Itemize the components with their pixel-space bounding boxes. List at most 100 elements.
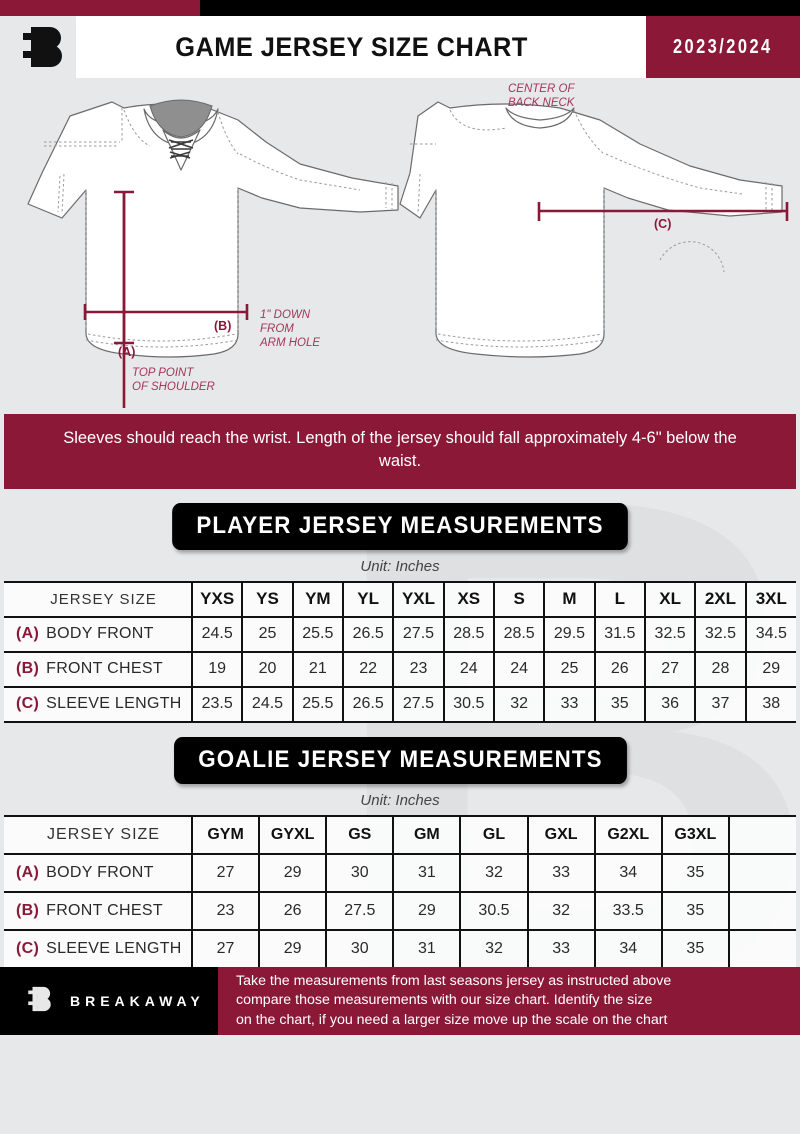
size-header-GYXL: GYXL — [258, 815, 327, 854]
jersey-diagram: .jo { fill:#ffffff; stroke:#6b6b6b; stro… — [0, 78, 800, 408]
size-header-XL: XL — [643, 581, 696, 617]
row-code: (B) — [16, 901, 40, 919]
table-header-row: JERSEY SIZE GYM GYXL GS GM GL GXL G2XL G3XL — [4, 815, 796, 854]
footer-brand: BREAKAWAY — [0, 967, 218, 1035]
measurement-cell: 20 — [241, 651, 293, 687]
measurement-cell: 34 — [593, 853, 662, 892]
row-label: (C) SLEEVE LENGTH — [16, 939, 182, 957]
size-header-GM: GM — [392, 815, 461, 854]
row-header-label: JERSEY SIZE — [47, 825, 160, 843]
measurement-cell: 35 — [660, 929, 729, 968]
row-header-label: JERSEY SIZE — [50, 590, 157, 608]
row-label: (B) FRONT CHEST — [16, 660, 163, 678]
size-header-GL: GL — [459, 815, 528, 854]
label-a-line2: OF SHOULDER — [132, 381, 215, 393]
size-header-3XL: 3XL — [744, 581, 796, 617]
measurement-cell: 38 — [744, 686, 796, 722]
measurement-cell: 29 — [744, 651, 796, 687]
measurement-cell-empty — [727, 929, 796, 968]
measurement-cell: 30.5 — [459, 891, 528, 930]
measurement-cell: 33.5 — [593, 891, 662, 930]
table-header-row: JERSEY SIZE YXS YS YM YL YXL XS S M L XL 2XL 3XL — [4, 581, 796, 617]
measurement-cell: 23.5 — [190, 686, 243, 722]
measurement-cell: 26 — [593, 651, 645, 687]
page-footer: BREAKAWAY Take the measurements from las… — [0, 967, 800, 1035]
measurement-cell: 27 — [190, 853, 260, 892]
footer-line-2: compare those measurements with our size… — [236, 992, 653, 1009]
table-row: (B) FRONT CHEST 23 26 27.5 29 30.5 32 33.5 35 — [4, 891, 796, 930]
size-header-G2XL: G2XL — [593, 815, 662, 854]
marker-c-label: (C) — [654, 217, 671, 231]
table-row: (A) BODY FRONT 24.5 25 25.5 26.5 27.5 28.5 28.5 2… — [4, 616, 796, 652]
marker-b-label: (A) — [118, 345, 135, 359]
size-header-YXL: YXL — [392, 581, 444, 617]
label-b-line2: FROM — [260, 323, 294, 335]
measurement-cell: 29 — [258, 853, 327, 892]
size-header-YXS: YXS — [190, 581, 243, 617]
row-label: (A) BODY FRONT — [16, 625, 154, 643]
player-section-title: PLAYER JERSEY MEASUREMENTS — [172, 502, 628, 550]
top-strip-black — [200, 0, 800, 16]
table-row: (C) SLEEVE LENGTH 27 29 30 31 32 33 34 35 — [4, 929, 796, 968]
measurement-cell: 25.5 — [291, 686, 343, 722]
size-header-G3XL: G3XL — [660, 815, 729, 854]
footer-wordmark: BREAKAWAY — [70, 993, 205, 1009]
footer-line-1: Take the measurements from last seasons … — [236, 973, 672, 990]
label-b-line1: 1" DOWN — [260, 309, 311, 321]
table-row: (B) FRONT CHEST 19 20 21 22 23 24 24 25 26 27 28 29 — [4, 651, 796, 687]
measurement-cell: 24 — [492, 651, 545, 687]
goalie-measurements-table: JERSEY SIZE GYM GYXL GS GM GL GXL G2XL G3XL (A) BO… — [4, 814, 796, 969]
measurement-cell: 25 — [241, 616, 293, 652]
size-header-GS: GS — [325, 815, 394, 854]
page-title: GAME JERSEY SIZE CHART — [174, 31, 528, 62]
marker-a-label: (B) — [214, 319, 231, 333]
label-a-line1: TOP POINT — [132, 367, 194, 379]
row-label: (B) FRONT CHEST — [16, 901, 163, 919]
size-header-M: M — [543, 581, 595, 617]
label-b-line3: ARM HOLE — [259, 337, 320, 349]
measurement-cell: 23 — [392, 651, 444, 687]
measurement-cell: 28.5 — [492, 616, 545, 652]
title-bar: GAME JERSEY SIZE CHART 2023/2024 — [76, 16, 800, 78]
measurement-cell: 26 — [258, 891, 327, 930]
size-header-YS: YS — [241, 581, 293, 617]
measurement-cell: 19 — [190, 651, 243, 687]
measurement-cell: 32.5 — [694, 616, 746, 652]
table-row: (C) SLEEVE LENGTH 23.5 24.5 25.5 26.5 27.5 30.5… — [4, 686, 796, 722]
row-code: (B) — [16, 660, 40, 678]
goalie-section-title: GOALIE JERSEY MEASUREMENTS — [173, 736, 627, 784]
measurement-cell: 31 — [392, 929, 461, 968]
footer-instructions: Take the measurements from last seasons … — [218, 967, 800, 1035]
row-code: (C) — [16, 695, 40, 713]
measurement-cell: 21 — [291, 651, 343, 687]
measurement-cell: 27 — [643, 651, 696, 687]
label-c-line2: BACK NECK — [508, 97, 576, 109]
size-header-YL: YL — [341, 581, 394, 617]
goalie-unit-label: Unit: Inches — [360, 791, 440, 809]
measurement-cell: 34.5 — [744, 616, 796, 652]
measurement-cell: 35 — [593, 686, 645, 722]
measurement-cell: 29 — [258, 929, 327, 968]
measurement-cell: 23 — [190, 891, 260, 930]
measurement-cell: 29 — [392, 891, 461, 930]
measurement-cell: 30 — [325, 929, 394, 968]
table-row: (A) BODY FRONT 27 29 30 31 32 33 34 35 — [4, 853, 796, 892]
measurement-cell: 24.5 — [190, 616, 243, 652]
measurement-cell: 27 — [190, 929, 260, 968]
measurement-cell: 32.5 — [643, 616, 696, 652]
size-header-YM: YM — [291, 581, 343, 617]
measurement-cell: 27.5 — [325, 891, 394, 930]
measurement-cell: 25 — [543, 651, 595, 687]
player-unit-label: Unit: Inches — [360, 557, 440, 575]
measurement-cell: 35 — [660, 891, 729, 930]
page-header: GAME JERSEY SIZE CHART 2023/2024 — [0, 16, 800, 78]
measurement-cell: 28 — [694, 651, 746, 687]
measurement-cell: 37 — [694, 686, 746, 722]
measurement-cell: 32 — [526, 891, 595, 930]
measurement-cell: 27.5 — [392, 616, 444, 652]
measurement-cell: 33 — [526, 929, 595, 968]
front-jersey-illustration: (B) (A) TOP POINT OF SHOULDER 1" DOWN FR… — [27, 99, 399, 408]
size-header-GXL: GXL — [526, 815, 595, 854]
measurement-cell: 30 — [325, 853, 394, 892]
measurement-note-band: Sleeves should reach the wrist. Length o… — [4, 414, 796, 489]
